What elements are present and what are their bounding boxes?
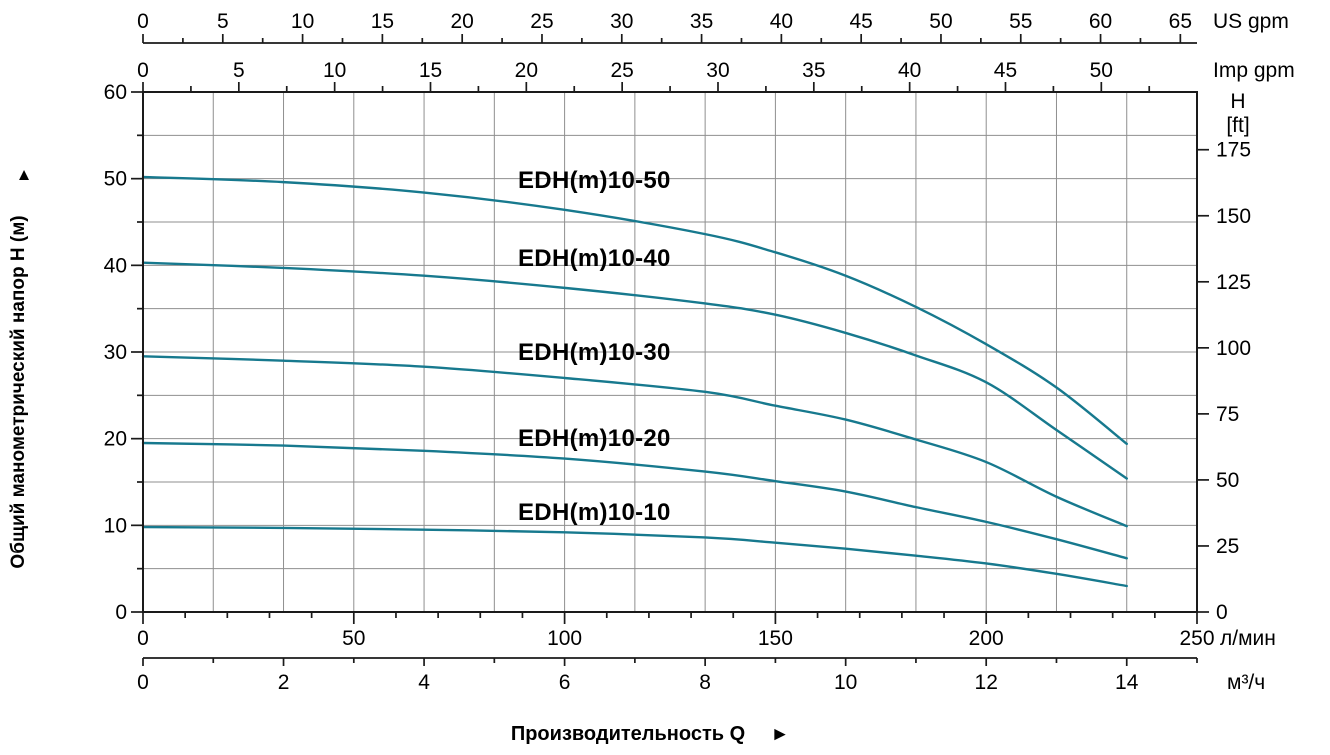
us-gpm-tick-label: 60 xyxy=(1089,10,1112,33)
x-axis-arrow-right-icon: ► xyxy=(771,724,790,745)
m3h-tick-label: 2 xyxy=(278,671,290,694)
lpm-tick-label: 150 xyxy=(758,627,793,650)
head-m-tick-label: 60 xyxy=(104,81,127,104)
us-gpm-tick-label: 5 xyxy=(217,10,229,33)
us-gpm-tick-label: 20 xyxy=(451,10,474,33)
pump-curve xyxy=(141,355,1128,528)
imp-gpm-tick-label: 5 xyxy=(233,59,245,82)
y-axis-title: Общий манометрический напор H (м) xyxy=(8,215,29,568)
imp-gpm-tick-label: 50 xyxy=(1090,59,1113,82)
m3h-tick-label: 6 xyxy=(559,671,571,694)
m3h-unit-label: м³/ч xyxy=(1227,671,1265,694)
pump-curves xyxy=(141,175,1128,588)
imp-gpm-tick-label: 30 xyxy=(706,59,729,82)
us-gpm-unit-label: US gpm xyxy=(1213,10,1289,33)
m3h-tick-label: 10 xyxy=(834,671,857,694)
imp-gpm-tick-label: 45 xyxy=(994,59,1017,82)
curve-label: EDH(m)10-50 xyxy=(518,167,671,194)
head-ft-tick-label: 125 xyxy=(1216,271,1251,294)
m3h-tick-label: 12 xyxy=(975,671,998,694)
pump-curve xyxy=(141,441,1128,560)
curve-label: EDH(m)10-40 xyxy=(518,245,671,272)
head-ft-tick-label: 0 xyxy=(1216,601,1228,624)
axes-ticks xyxy=(131,34,1209,666)
m3h-tick-label: 0 xyxy=(137,671,149,694)
m3h-tick-label: 4 xyxy=(418,671,430,694)
m3h-tick-label: 14 xyxy=(1115,671,1139,694)
us-gpm-tick-label: 45 xyxy=(849,10,872,33)
head-m-tick-label: 10 xyxy=(104,514,127,537)
tick-labels: 0 5 10 15 20 25 30 35 40 45 50 55 60 650 5 10 15 20 25 30 35… xyxy=(104,10,1251,694)
lpm-unit-label: л/мин xyxy=(1220,627,1276,650)
curve-label: EDH(m)10-20 xyxy=(518,425,671,452)
imp-gpm-tick-label: 20 xyxy=(515,59,538,82)
imp-gpm-unit-label: Imp gpm xyxy=(1213,59,1295,82)
y-axis-arrow-up-icon: ▲ xyxy=(16,165,33,184)
pump-curve xyxy=(141,175,1128,446)
head-m-tick-label: 30 xyxy=(104,341,127,364)
us-gpm-tick-label: 40 xyxy=(770,10,793,33)
imp-gpm-tick-label: 25 xyxy=(610,59,633,82)
lpm-tick-label: 200 xyxy=(969,627,1004,650)
us-gpm-tick-label: 15 xyxy=(371,10,394,33)
head-m-tick-label: 50 xyxy=(104,168,127,191)
curve-label: EDH(m)10-30 xyxy=(518,339,671,366)
pump-curve xyxy=(141,525,1128,588)
curve-labels: EDH(m)10-50 EDH(m)10-40 EDH(m)10-30 EDH(m)1… xyxy=(518,167,671,526)
us-gpm-tick-label: 55 xyxy=(1009,10,1032,33)
lpm-tick-label: 50 xyxy=(342,627,365,650)
x-axis-title: Производительность Q xyxy=(511,723,745,745)
lpm-tick-label: 100 xyxy=(547,627,582,650)
head-ft-tick-label: 25 xyxy=(1216,535,1239,558)
us-gpm-tick-label: 30 xyxy=(610,10,633,33)
pump-curve xyxy=(141,261,1128,480)
imp-gpm-tick-label: 0 xyxy=(137,59,149,82)
us-gpm-tick-label: 10 xyxy=(291,10,314,33)
lpm-tick-label: 0 xyxy=(137,627,149,650)
head-m-tick-label: 0 xyxy=(115,601,127,624)
us-gpm-tick-label: 50 xyxy=(929,10,952,33)
head-ft-unit-label-ft: [ft] xyxy=(1226,114,1249,137)
m3h-tick-label: 8 xyxy=(699,671,711,694)
lpm-tick-label: 250 xyxy=(1179,627,1214,650)
head-ft-tick-label: 50 xyxy=(1216,469,1239,492)
us-gpm-tick-label: 0 xyxy=(137,10,149,33)
imp-gpm-tick-label: 35 xyxy=(802,59,825,82)
head-m-tick-label: 20 xyxy=(104,428,127,451)
us-gpm-tick-label: 65 xyxy=(1169,10,1192,33)
imp-gpm-tick-label: 10 xyxy=(323,59,346,82)
head-ft-tick-label: 100 xyxy=(1216,337,1251,360)
head-ft-unit-label-h: H xyxy=(1230,90,1245,113)
us-gpm-tick-label: 25 xyxy=(530,10,553,33)
head-ft-tick-label: 150 xyxy=(1216,205,1251,228)
curve-label: EDH(m)10-10 xyxy=(518,499,671,526)
head-ft-tick-label: 175 xyxy=(1216,139,1251,162)
head-m-tick-label: 40 xyxy=(104,254,127,277)
head-ft-tick-label: 75 xyxy=(1216,403,1239,426)
imp-gpm-tick-label: 15 xyxy=(419,59,442,82)
us-gpm-tick-label: 35 xyxy=(690,10,713,33)
imp-gpm-tick-label: 40 xyxy=(898,59,921,82)
